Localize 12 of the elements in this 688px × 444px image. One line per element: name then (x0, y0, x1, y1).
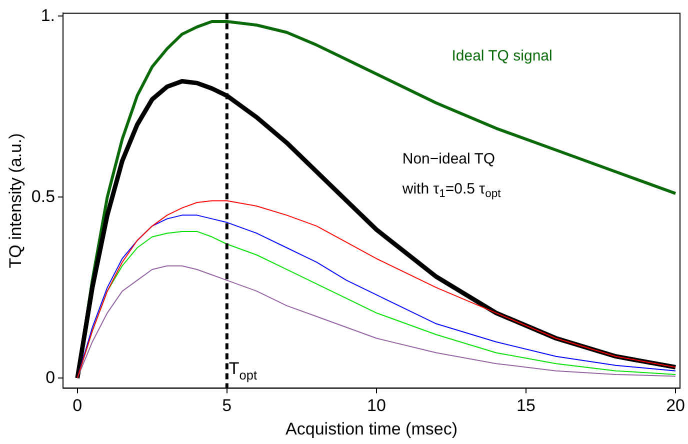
x-tick-label: 5 (222, 396, 232, 416)
y-axis-title: TQ intensity (a.u.) (6, 133, 25, 268)
x-axis-title: Acquistion time (msec) (286, 419, 458, 438)
x-tick-label: 0 (72, 396, 82, 416)
x-tick-label: 10 (366, 396, 386, 416)
annotation: Non−ideal TQ (402, 150, 496, 168)
x-tick-label: 15 (516, 396, 536, 416)
y-tick-label: 0 (46, 368, 56, 387)
x-tick-label: 20 (666, 396, 685, 416)
y-tick-label: 1. (40, 6, 56, 25)
annotation: Ideal TQ signal (452, 47, 552, 64)
y-tick-label: 0.5 (31, 186, 56, 206)
